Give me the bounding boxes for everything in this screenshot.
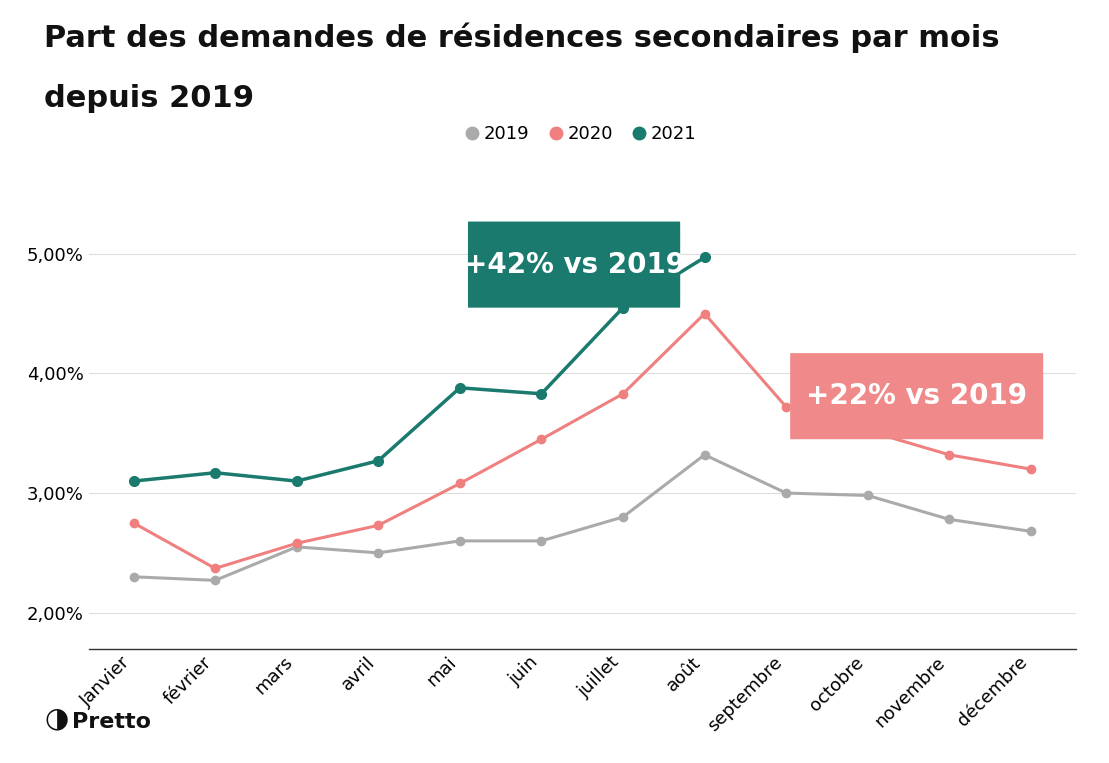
FancyBboxPatch shape: [468, 221, 680, 307]
Text: ◑: ◑: [44, 704, 69, 732]
Text: Part des demandes de résidences secondaires par mois: Part des demandes de résidences secondai…: [44, 23, 1000, 53]
Legend: 2019, 2020, 2021: 2019, 2020, 2021: [460, 118, 704, 150]
Text: depuis 2019: depuis 2019: [44, 84, 254, 113]
FancyBboxPatch shape: [790, 353, 1044, 439]
Text: Pretto: Pretto: [72, 713, 151, 732]
Text: +42% vs 2019: +42% vs 2019: [464, 250, 684, 278]
Text: +22% vs 2019: +22% vs 2019: [806, 382, 1027, 410]
